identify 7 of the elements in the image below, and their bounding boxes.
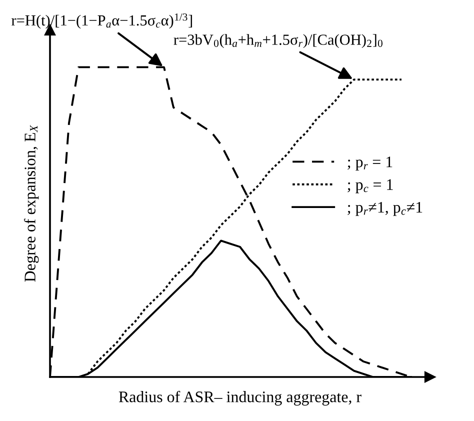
text: r=H(t)/[1−(1−P$_{a}$α−1.5σ$_{c}$α)$^{1/3}$]	[12, 13, 192, 29]
x-axis-title: Radius of ASR– inducing aggregate, r	[118, 390, 362, 406]
legend-label: ; p$_{r}$≠1, p$_{c}$≠1	[348, 202, 422, 216]
legend-label: ; p$_{r}$ = 1	[348, 156, 392, 171]
y-axis-title: Degree of expansion, E$_{X}$	[24, 124, 39, 282]
legend-label: ; p$_{c}$ = 1	[348, 179, 393, 194]
text: r=3bV$_{0}$(h$_{a}$+h$_{m}$+1.5σ$_{r}$)/[Ca(OH)$_{2}$]$_{0}$	[174, 34, 382, 48]
